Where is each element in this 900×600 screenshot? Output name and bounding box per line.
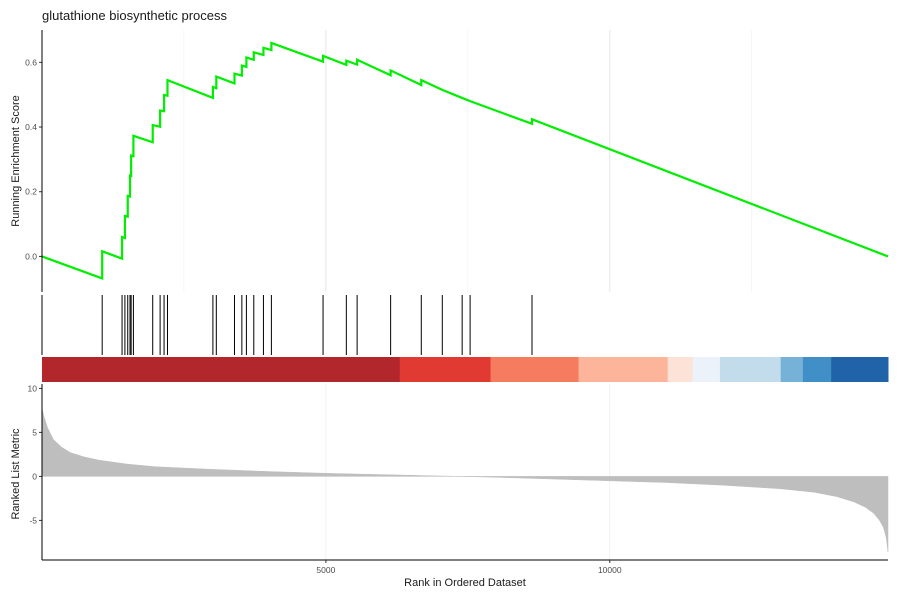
metric-y-tick-label: 5: [32, 427, 37, 437]
color-bar-segment: [831, 357, 889, 382]
axis-labels: Running Enrichment Score Ranked List Met…: [10, 95, 526, 589]
ranked-metric-panel: -5 0 5 10: [28, 383, 889, 553]
metric-y-tick-label: 0: [32, 471, 37, 481]
vertical-gridlines: [183, 30, 753, 560]
color-bar-segment: [780, 357, 804, 382]
es-y-tick-label: 0.2: [25, 187, 37, 197]
enrichment-score-panel: 0.0 0.2 0.4 0.6: [25, 41, 889, 280]
es-y-tick-label: 0.6: [25, 57, 37, 67]
ranked-metric-area: [41, 407, 889, 553]
color-bar-segment: [578, 357, 669, 382]
metric-y-tick-label: 10: [28, 383, 38, 393]
color-bar-segment: [667, 357, 694, 382]
es-y-tick-label: 0.4: [25, 122, 37, 132]
es-y-tick-label: 0.0: [25, 251, 37, 261]
gene-hit-panel: [101, 295, 533, 355]
color-bar-segment: [42, 357, 401, 382]
color-bar-segment: [802, 357, 832, 382]
metric-axis-label: Ranked List Metric: [10, 428, 22, 520]
color-bar-segment: [719, 357, 782, 382]
rank-color-bar: [42, 357, 889, 382]
axes: 5000 10000: [41, 30, 888, 575]
es-axis-label: Running Enrichment Score: [10, 95, 22, 226]
chart-title: glutathione biosynthetic process: [42, 8, 228, 23]
metric-y-tick-label: -5: [29, 515, 37, 525]
x-axis-label: Rank in Ordered Dataset: [404, 577, 526, 589]
color-bar-segment: [692, 357, 721, 382]
enrichment-score-line: [41, 41, 889, 280]
x-tick-label: 5000: [316, 565, 335, 575]
color-bar-segment: [490, 357, 580, 382]
color-bar-segment: [399, 357, 492, 382]
x-tick-label: 10000: [598, 565, 622, 575]
